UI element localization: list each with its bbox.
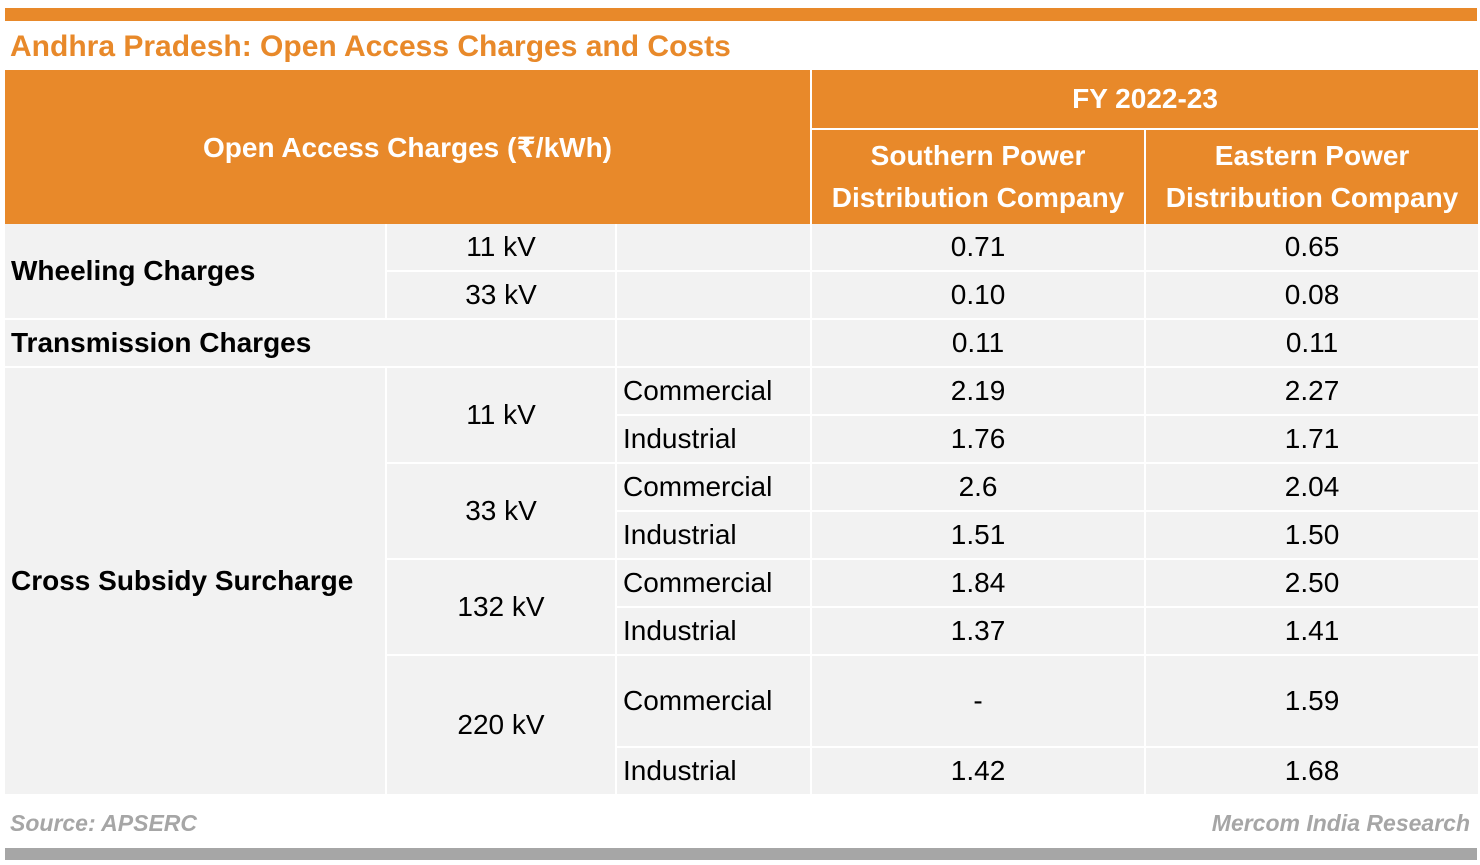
eastern-value: 1.41 — [1145, 607, 1479, 656]
voltage-cell: 11 kV — [386, 224, 617, 272]
consumer-cell: Commercial — [616, 367, 813, 416]
consumer-cell: Commercial — [616, 655, 813, 748]
period-header: FY 2022-23 — [811, 70, 1479, 130]
southern-value: 1.76 — [811, 415, 1147, 464]
southern-value: 1.37 — [811, 607, 1147, 656]
page-title: Andhra Pradesh: Open Access Charges and … — [10, 30, 731, 63]
empty-cell — [616, 224, 813, 272]
southern-value: 1.51 — [811, 511, 1147, 560]
voltage-cell: 220 kV — [386, 655, 617, 796]
bottom-accent-bar — [5, 848, 1477, 860]
table-row: Transmission Charges 0.11 0.11 — [5, 319, 1479, 368]
consumer-cell: Industrial — [616, 747, 813, 796]
southern-value: 1.84 — [811, 559, 1147, 608]
table-row: Wheeling Charges 11 kV 0.71 0.65 — [5, 224, 1479, 320]
table-row: Industrial 1.51 1.50 — [5, 511, 1479, 560]
eastern-value: 1.71 — [1145, 415, 1479, 464]
consumer-cell: Industrial — [616, 607, 813, 656]
table-row: 33 kV Commercial 2.6 2.04 — [5, 463, 1479, 560]
table-row: Industrial 1.42 1.68 — [5, 747, 1479, 796]
eastern-value: 2.27 — [1145, 367, 1479, 416]
eastern-value: 0.08 — [1145, 271, 1479, 320]
eastern-value: 2.50 — [1145, 559, 1479, 608]
table-row: Industrial 1.37 1.41 — [5, 607, 1479, 656]
southern-company-header: Southern Power Distribution Company — [811, 129, 1147, 224]
eastern-value: 1.50 — [1145, 511, 1479, 560]
eastern-value: 0.11 — [1145, 319, 1479, 368]
table-row: 220 kV Commercial - 1.59 — [5, 655, 1479, 796]
empty-cell — [614, 319, 813, 368]
open-access-charges-table: Open Access Charges (₹/kWh) FY 2022-23 S… — [5, 70, 1479, 796]
credit-note: Mercom India Research — [1211, 810, 1470, 836]
southern-value: 2.19 — [811, 367, 1147, 416]
southern-value: 2.6 — [811, 463, 1147, 512]
consumer-cell: Industrial — [616, 415, 813, 464]
row-header: Open Access Charges (₹/kWh) — [5, 70, 813, 224]
voltage-cell: 11 kV — [386, 367, 617, 464]
eastern-value: 2.04 — [1145, 463, 1479, 512]
transmission-charges-label: Transmission Charges — [5, 319, 616, 368]
cross-subsidy-surcharge-label: Cross Subsidy Surcharge — [5, 367, 387, 796]
voltage-cell: 33 kV — [386, 463, 617, 560]
southern-value: 0.11 — [811, 319, 1147, 368]
voltage-cell: 33 kV — [386, 271, 617, 320]
eastern-company-header: Eastern Power Distribution Company — [1145, 129, 1479, 224]
table-row: Cross Subsidy Surcharge 11 kV Commercial… — [5, 367, 1479, 796]
table-row: 132 kV Commercial 1.84 2.50 — [5, 559, 1479, 656]
consumer-cell: Commercial — [616, 463, 813, 512]
eastern-value: 1.59 — [1145, 655, 1479, 748]
eastern-value: 0.65 — [1145, 224, 1479, 272]
eastern-value: 1.68 — [1145, 747, 1479, 796]
southern-value: 0.10 — [811, 271, 1147, 320]
consumer-cell: Commercial — [616, 559, 813, 608]
table-row: 33 kV 0.10 0.08 — [5, 271, 1479, 320]
southern-value: 1.42 — [811, 747, 1147, 796]
voltage-cell: 132 kV — [386, 559, 617, 656]
source-note: Source: APSERC — [10, 810, 198, 836]
empty-cell — [616, 271, 813, 320]
table-row: Industrial 1.76 1.71 — [5, 415, 1479, 464]
wheeling-charges-label: Wheeling Charges — [5, 224, 387, 320]
southern-value: 0.71 — [811, 224, 1147, 272]
consumer-cell: Industrial — [616, 511, 813, 560]
southern-value: - — [811, 655, 1147, 748]
top-accent-bar — [5, 8, 1477, 21]
